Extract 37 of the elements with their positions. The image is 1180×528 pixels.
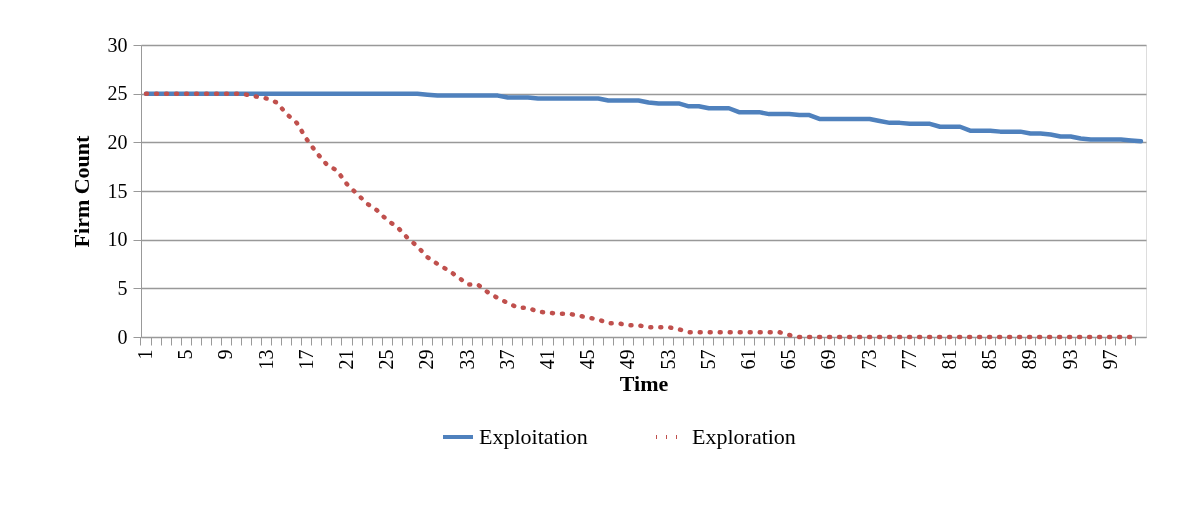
x-tick-label: 45 — [576, 349, 599, 370]
legend-label: Exploitation — [479, 424, 588, 449]
x-tick-label: 33 — [455, 349, 478, 370]
x-tick-label: 89 — [1018, 349, 1041, 370]
x-tick-label: 61 — [737, 349, 760, 370]
y-axis-title: Firm Count — [68, 134, 94, 248]
x-tick-label: 5 — [174, 349, 197, 360]
y-tick-label: 0 — [117, 325, 128, 348]
x-tick-label: 69 — [817, 349, 840, 370]
x-tick-label: 37 — [495, 349, 518, 370]
legend-label: Exploration — [692, 424, 796, 449]
x-tick-label: 17 — [294, 349, 317, 370]
x-tick-label: 81 — [938, 349, 961, 370]
y-tick-label: 5 — [117, 276, 128, 299]
x-tick-label: 21 — [335, 349, 358, 370]
x-tick-label: 41 — [536, 349, 559, 370]
x-tick-label: 93 — [1058, 349, 1081, 370]
y-tick-label: 25 — [107, 82, 128, 105]
y-tick-label: 30 — [107, 33, 128, 56]
x-tick-label: 25 — [375, 349, 398, 370]
x-tick-label: 65 — [777, 349, 800, 370]
y-tick-label: 15 — [107, 179, 128, 202]
x-tick-label: 85 — [978, 349, 1001, 370]
x-tick-label: 49 — [616, 349, 639, 370]
line-series — [143, 91, 1134, 340]
x-tick-label: 53 — [656, 349, 679, 370]
x-tick-label: 29 — [415, 349, 438, 370]
x-tick-label: 9 — [214, 349, 237, 360]
y-tick-label: 20 — [107, 130, 128, 153]
x-axis-title: Time — [619, 370, 669, 396]
x-tick-label: 57 — [696, 349, 719, 370]
x-tick-label: 73 — [857, 349, 880, 370]
y-tick-label: 10 — [107, 228, 128, 251]
x-tick-label: 1 — [134, 349, 157, 360]
x-tick-label: 97 — [1098, 349, 1121, 370]
x-tick-label: 13 — [254, 349, 277, 370]
x-tick-label: 77 — [897, 349, 920, 370]
